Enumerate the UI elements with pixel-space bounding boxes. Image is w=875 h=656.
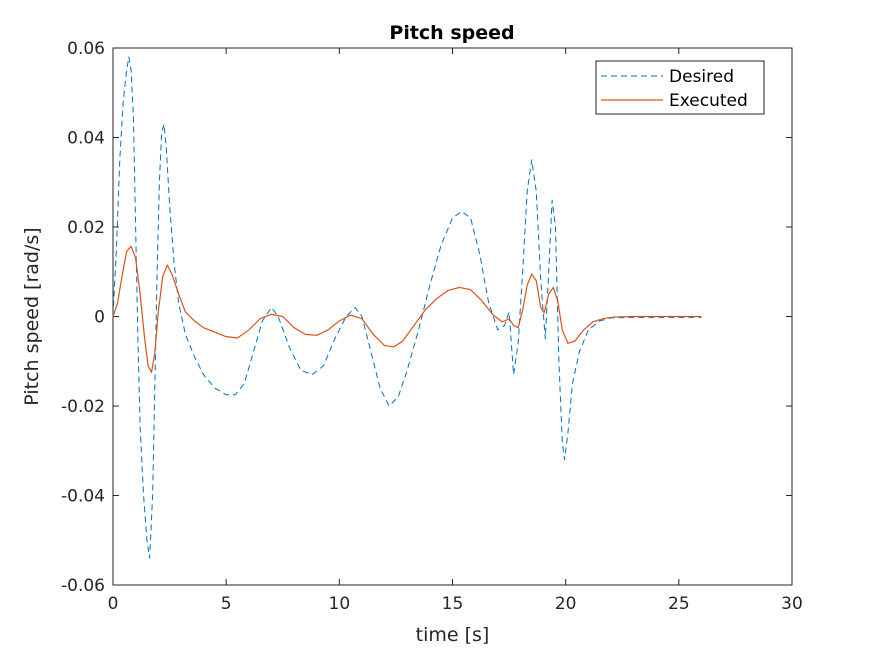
legend-box	[595, 60, 765, 115]
chart-title: Pitch speed	[389, 22, 514, 44]
y-tick-label: -0.06	[61, 576, 105, 596]
legend-label-executed: Executed	[669, 91, 748, 111]
x-tick-label: 25	[668, 594, 690, 614]
y-tick-label: 0.06	[67, 39, 105, 59]
legend: Desired Executed	[595, 60, 765, 115]
series-desired	[112, 56, 702, 559]
series-executed	[112, 245, 702, 374]
x-axis-ticks: 0 5 10 15 20 25 30	[108, 48, 803, 614]
y-tick-label: -0.02	[61, 397, 105, 417]
y-tick-label: 0	[94, 308, 105, 328]
y-axis-ticks: -0.06 -0.04 -0.02 0 0.02 0.04 0.06	[61, 39, 792, 596]
x-tick-label: 30	[781, 594, 803, 614]
series-layer	[112, 56, 702, 559]
x-axis-label: time [s]	[416, 624, 490, 646]
legend-label-desired: Desired	[669, 67, 734, 87]
y-axis-label: Pitch speed [rad/s]	[21, 227, 43, 405]
y-tick-label: 0.04	[67, 129, 105, 149]
x-tick-label: 0	[108, 594, 119, 614]
x-tick-label: 15	[442, 594, 464, 614]
x-tick-label: 5	[221, 594, 232, 614]
x-tick-label: 10	[329, 594, 351, 614]
y-tick-label: 0.02	[67, 218, 105, 238]
plot-area: 0 5 10 15 20 25 30 -0.06 -0.04 -0.02 0 0.02 0.04 0.0…	[61, 39, 803, 614]
y-tick-label: -0.04	[61, 487, 105, 507]
x-tick-label: 20	[555, 594, 577, 614]
